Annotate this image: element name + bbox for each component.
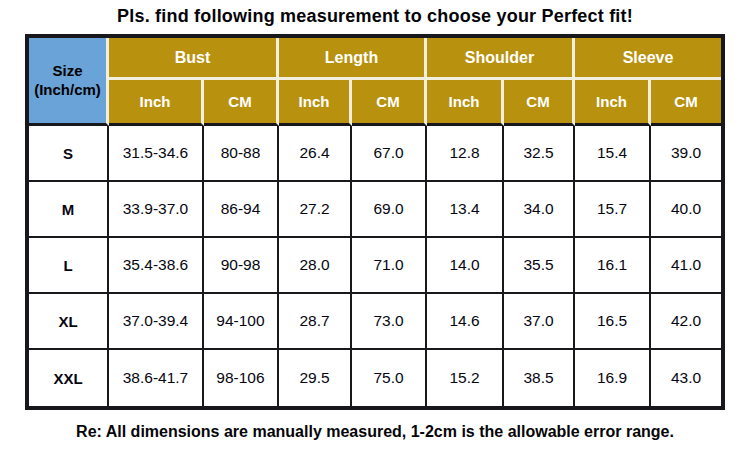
measurement-cell: 98-106 xyxy=(204,350,279,406)
header-group-row: Size (Inch/cm) Bust Length Shoulder Slee… xyxy=(29,38,721,80)
size-row-label: XL xyxy=(29,294,109,350)
measurement-cell: 13.4 xyxy=(427,182,504,238)
measurement-cell: 27.2 xyxy=(279,182,352,238)
size-corner-line1: Size xyxy=(52,62,82,79)
header-group-bust: Bust xyxy=(109,38,279,80)
measurement-cell: 75.0 xyxy=(352,350,427,406)
table-row: S31.5-34.680-8826.467.012.832.515.439.0 xyxy=(29,126,721,182)
table-row: M33.9-37.086-9427.269.013.434.015.740.0 xyxy=(29,182,721,238)
table-row: XXL38.6-41.798-10629.575.015.238.516.943… xyxy=(29,350,721,406)
measurement-cell: 28.7 xyxy=(279,294,352,350)
footer-note: Re: All dimensions are manually measured… xyxy=(55,421,695,443)
unit-header-bust-cm: CM xyxy=(204,80,279,126)
measurement-cell: 90-98 xyxy=(204,238,279,294)
measurement-cell: 35.4-38.6 xyxy=(109,238,204,294)
measurement-cell: 39.0 xyxy=(651,126,721,182)
measurement-cell: 67.0 xyxy=(352,126,427,182)
unit-header-shoulder-inch: Inch xyxy=(427,80,504,126)
header-group-length: Length xyxy=(279,38,427,80)
page-title: Pls. find following measurement to choos… xyxy=(0,6,750,27)
unit-header-length-cm: CM xyxy=(352,80,427,126)
measurement-cell: 40.0 xyxy=(651,182,721,238)
measurement-cell: 14.0 xyxy=(427,238,504,294)
unit-header-length-inch: Inch xyxy=(279,80,352,126)
measurement-cell: 37.0 xyxy=(504,294,575,350)
unit-header-sleeve-inch: Inch xyxy=(575,80,651,126)
measurement-cell: 69.0 xyxy=(352,182,427,238)
measurement-cell: 38.5 xyxy=(504,350,575,406)
table-body: S31.5-34.680-8826.467.012.832.515.439.0M… xyxy=(29,126,721,406)
measurement-cell: 34.0 xyxy=(504,182,575,238)
measurement-cell: 33.9-37.0 xyxy=(109,182,204,238)
measurement-cell: 29.5 xyxy=(279,350,352,406)
measurement-cell: 35.5 xyxy=(504,238,575,294)
measurement-cell: 32.5 xyxy=(504,126,575,182)
measurement-cell: 15.2 xyxy=(427,350,504,406)
header-group-shoulder: Shoulder xyxy=(427,38,575,80)
size-chart-table: Size (Inch/cm) Bust Length Shoulder Slee… xyxy=(25,34,725,410)
header-group-sleeve: Sleeve xyxy=(575,38,721,80)
measurement-cell: 31.5-34.6 xyxy=(109,126,204,182)
measurement-cell: 12.8 xyxy=(427,126,504,182)
unit-header-sleeve-cm: CM xyxy=(651,80,721,126)
measurement-cell: 16.1 xyxy=(575,238,651,294)
measurement-cell: 16.9 xyxy=(575,350,651,406)
measurement-cell: 94-100 xyxy=(204,294,279,350)
size-row-label: XXL xyxy=(29,350,109,406)
measurement-cell: 15.4 xyxy=(575,126,651,182)
header-unit-row: Inch CM Inch CM Inch CM Inch CM xyxy=(29,80,721,126)
size-row-label: M xyxy=(29,182,109,238)
measurement-cell: 73.0 xyxy=(352,294,427,350)
measurement-cell: 16.5 xyxy=(575,294,651,350)
measurement-cell: 28.0 xyxy=(279,238,352,294)
unit-header-shoulder-cm: CM xyxy=(504,80,575,126)
measurement-cell: 71.0 xyxy=(352,238,427,294)
table-row: L35.4-38.690-9828.071.014.035.516.141.0 xyxy=(29,238,721,294)
measurement-cell: 37.0-39.4 xyxy=(109,294,204,350)
measurement-cell: 26.4 xyxy=(279,126,352,182)
measurement-cell: 41.0 xyxy=(651,238,721,294)
measurement-cell: 86-94 xyxy=(204,182,279,238)
measurement-cell: 15.7 xyxy=(575,182,651,238)
measurement-cell: 80-88 xyxy=(204,126,279,182)
table-header: Size (Inch/cm) Bust Length Shoulder Slee… xyxy=(29,38,721,126)
size-chart-page: Pls. find following measurement to choos… xyxy=(0,0,750,462)
measurement-cell: 38.6-41.7 xyxy=(109,350,204,406)
table-row: XL37.0-39.494-10028.773.014.637.016.542.… xyxy=(29,294,721,350)
measurement-cell: 43.0 xyxy=(651,350,721,406)
measurement-cell: 42.0 xyxy=(651,294,721,350)
size-corner-cell: Size (Inch/cm) xyxy=(29,38,109,126)
size-row-label: S xyxy=(29,126,109,182)
unit-header-bust-inch: Inch xyxy=(109,80,204,126)
measurement-cell: 14.6 xyxy=(427,294,504,350)
size-corner-line2: (Inch/cm) xyxy=(34,81,101,98)
size-row-label: L xyxy=(29,238,109,294)
